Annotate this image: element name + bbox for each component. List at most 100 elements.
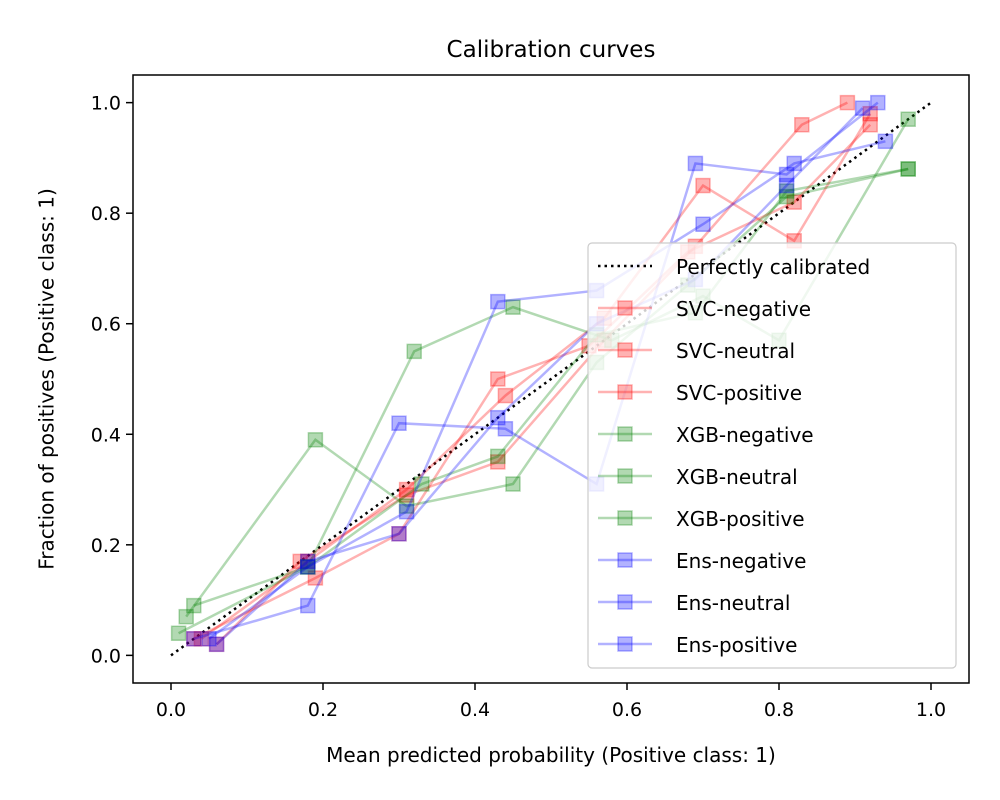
data-point <box>300 553 316 570</box>
data-point <box>300 559 316 575</box>
x-tick-label: 0.6 <box>612 699 642 721</box>
legend-label: SVC-positive <box>676 381 802 405</box>
series-line <box>208 140 886 640</box>
data-point <box>391 526 407 542</box>
data-point <box>505 299 521 315</box>
legend-marker <box>617 552 633 568</box>
data-point <box>391 526 407 542</box>
data-point <box>854 100 871 116</box>
data-point <box>862 116 878 133</box>
data-point <box>778 183 795 199</box>
data-point <box>497 420 514 437</box>
data-point <box>786 194 802 210</box>
data-point <box>497 387 514 404</box>
data-point <box>414 476 430 492</box>
legend-label: Ens-neutral <box>676 591 790 615</box>
legend-label: XGB-negative <box>676 423 814 447</box>
y-tick-label: 0.8 <box>91 203 121 225</box>
legend-marker <box>617 594 633 610</box>
legend-item: XGB-positive <box>598 507 805 531</box>
chart-title: Calibration curves <box>447 37 656 63</box>
series-line <box>185 167 909 618</box>
legend-box <box>587 242 957 669</box>
series-line <box>200 113 872 640</box>
legend-marker <box>617 510 633 526</box>
legend-label: Ens-positive <box>676 633 797 657</box>
legend-label: Perfectly calibrated <box>676 255 870 279</box>
data-point <box>201 631 217 647</box>
data-point <box>862 105 878 122</box>
data-point <box>778 188 795 205</box>
data-point <box>778 177 795 194</box>
x-axis-label: Mean predicted probability (Positive cla… <box>326 743 776 767</box>
legend-item: Ens-negative <box>598 549 806 573</box>
legend: Perfectly calibrated SVC-negative SVC-neut… <box>587 242 957 669</box>
data-point <box>307 570 324 586</box>
legend-label: XGB-neutral <box>676 465 798 489</box>
data-point <box>695 177 711 194</box>
data-point <box>794 116 810 133</box>
data-point <box>292 553 308 570</box>
data-point <box>870 94 886 111</box>
legend-marker <box>617 426 633 442</box>
legend-item: Ens-positive <box>598 633 797 657</box>
data-point <box>178 608 194 625</box>
axis-ticks: 0.0 0.2 0.4 0.6 0.8 1.0 0.0 0.2 0.4 0.6 0.8 1.0 <box>91 93 946 721</box>
legend-label: SVC-neutral <box>676 339 795 363</box>
data-point <box>300 597 316 614</box>
data-point <box>307 432 324 448</box>
x-tick-label: 0.4 <box>460 699 490 721</box>
data-point <box>900 161 916 177</box>
x-tick-label: 0.0 <box>156 699 186 721</box>
data-point <box>186 631 202 647</box>
legend-marker <box>617 636 633 652</box>
data-point <box>490 448 506 465</box>
y-tick-label: 0.2 <box>91 535 121 557</box>
data-point <box>406 343 422 360</box>
legend-label: SVC-negative <box>676 297 811 321</box>
y-tick-label: 0.6 <box>91 314 121 336</box>
legend-marker <box>617 468 633 484</box>
data-point <box>490 371 506 387</box>
data-point <box>839 94 856 111</box>
legend-label: XGB-positive <box>676 507 805 531</box>
x-tick-label: 0.2 <box>308 699 338 721</box>
data-point <box>170 625 187 642</box>
legend-item: Perfectly calibrated <box>598 255 870 279</box>
data-point <box>695 216 711 232</box>
data-point <box>778 166 795 183</box>
data-point <box>687 155 704 172</box>
series-line <box>178 167 909 635</box>
data-point <box>300 559 316 575</box>
x-tick-label: 1.0 <box>916 699 946 721</box>
y-tick-label: 0.0 <box>91 645 121 667</box>
data-point <box>193 631 210 647</box>
data-point <box>300 553 316 570</box>
data-point <box>208 636 225 653</box>
data-point <box>391 415 407 431</box>
data-point <box>398 481 415 498</box>
data-point <box>398 503 415 520</box>
series-line <box>193 101 879 640</box>
plot-area <box>170 94 932 657</box>
data-point <box>186 631 202 647</box>
data-point <box>490 409 506 426</box>
data-point <box>490 454 506 470</box>
data-point <box>208 636 225 653</box>
series-line <box>193 123 872 640</box>
data-point <box>505 476 521 492</box>
legend-item: SVC-positive <box>598 381 802 405</box>
legend-item: XGB-neutral <box>598 465 798 489</box>
y-tick-label: 1.0 <box>91 93 121 115</box>
data-point <box>300 559 316 575</box>
data-point <box>877 133 894 150</box>
axes-frame <box>132 74 970 684</box>
legend-marker <box>617 342 633 358</box>
data-point <box>398 487 415 503</box>
legend-marker <box>617 384 633 400</box>
series-line <box>215 101 848 646</box>
y-tick-label: 0.4 <box>91 424 121 446</box>
series-line <box>215 107 864 646</box>
legend-item: SVC-neutral <box>598 339 795 363</box>
